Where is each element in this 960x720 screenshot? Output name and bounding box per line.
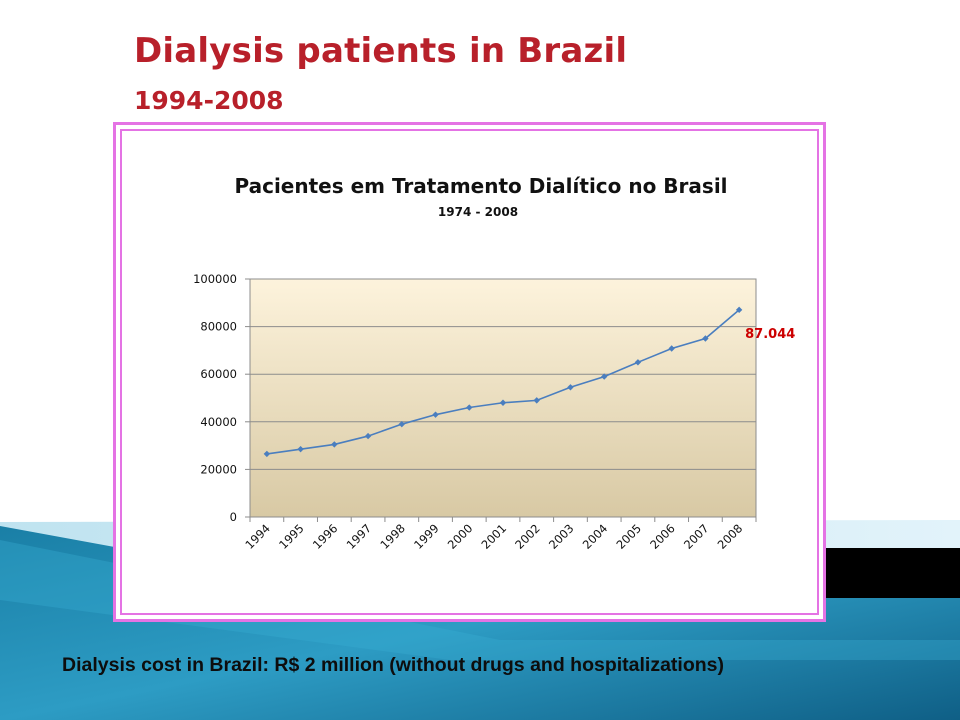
x-tick-label: 2001 [479,521,510,552]
x-tick-label: 2007 [681,521,712,552]
x-tick-label: 2003 [546,521,577,552]
grid-lines [250,326,756,470]
footer-caption: Dialysis cost in Brazil: R$ 2 million (w… [62,654,724,676]
y-tick-label: 0 [230,510,237,524]
y-axis-ticks: 0 20000 40000 60000 80000 100000 [193,272,250,524]
data-point [567,384,574,391]
data-point [263,450,271,458]
data-points [263,306,743,458]
data-point [398,420,405,428]
x-tick-label: 2004 [580,521,611,552]
data-point [533,397,540,404]
y-tick-label: 40000 [200,415,237,429]
plot-area [249,278,757,518]
x-axis-ticks: 1994 1995 1996 1997 1998 1999 2000 2001 2002 2003… [242,517,757,552]
data-point [668,345,675,352]
data-point [466,404,473,411]
data-point [601,373,608,380]
x-tick-label: 2002 [512,521,543,552]
black-band [800,548,960,602]
x-tick-label: 1999 [411,521,442,552]
x-tick-label: 1994 [242,521,273,552]
data-point [735,306,743,314]
data-point [499,399,507,406]
y-tick-label: 100000 [193,272,237,286]
x-tick-label: 1996 [310,521,341,552]
chart-title: Pacientes em Tratamento Dialítico no Bra… [234,174,727,198]
teal-wave-highlight [0,540,960,660]
data-point [331,441,338,448]
slide-subtitle: 1994-2008 [134,86,284,115]
x-tick-label: 2000 [445,521,476,552]
data-point [364,432,372,440]
chart-frame-inner-border [120,129,819,615]
x-tick-label: 1998 [377,521,408,552]
x-tick-label: 2008 [715,521,746,552]
x-tick-label: 1995 [276,521,307,552]
slide-title: Dialysis patients in Brazil [134,31,628,71]
x-tick-label: 1997 [344,521,375,552]
x-tick-label: 2006 [647,521,678,552]
y-tick-label: 20000 [200,462,237,476]
data-point [634,359,642,366]
data-point [432,411,439,418]
y-tick-label: 80000 [200,320,237,334]
data-point [702,335,709,342]
y-tick-label: 60000 [200,367,237,381]
x-tick-label: 2005 [613,521,644,552]
data-point [297,445,304,453]
chart-subtitle: 1974 - 2008 [438,205,518,219]
value-annotation: 87.044 [745,327,795,342]
